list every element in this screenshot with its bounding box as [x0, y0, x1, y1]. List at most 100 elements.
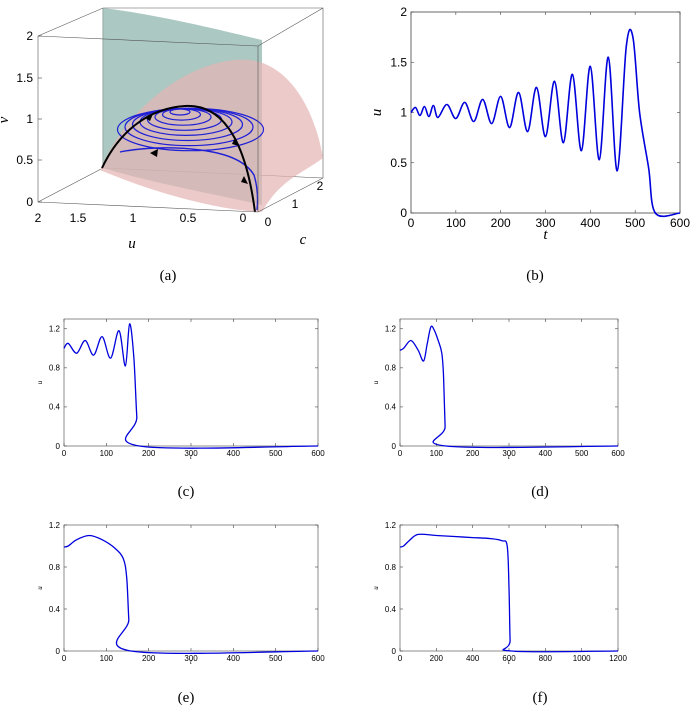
x-tick-label: 2 [35, 211, 42, 225]
y-tick-label: 2 [400, 5, 407, 19]
y-tick-label: 0 [56, 647, 61, 656]
x-tick-label: 100 [446, 216, 466, 230]
y-tick-label: 0.4 [385, 403, 397, 412]
plot-frame [63, 318, 319, 447]
y-tick-label: 0.4 [385, 605, 397, 614]
chart-a-3d: 0 0.5 1 1.5 2 v 2 1.5 1 0.5 0 u 0 1 2 c [0, 7, 324, 252]
series-line [399, 325, 619, 449]
x-tick-label: 400 [580, 216, 600, 230]
z-axis-label: v [0, 116, 12, 123]
caption-c: (c) [177, 484, 195, 500]
x-axis-label: u [128, 236, 136, 252]
arrow-marker [150, 149, 158, 157]
x-tick-label: 200 [491, 216, 511, 230]
x-tick-label: 200 [142, 449, 156, 458]
dome-surface [100, 59, 323, 212]
y-tick-label: 1.2 [49, 521, 61, 530]
y-axis-label: u [372, 380, 380, 384]
y-tick-label: 0 [392, 647, 397, 656]
x-tick-label: 600 [670, 216, 690, 230]
y-tick-label: 0 [56, 442, 61, 451]
x-tick-label: 600 [311, 449, 325, 458]
arrow-marker [241, 176, 248, 184]
x-tick-label: 0 [62, 654, 67, 663]
x-tick-label: 0 [240, 211, 247, 225]
x-tick-label: 0 [62, 449, 67, 458]
y-tick-label: 0.8 [385, 563, 397, 572]
y-tick-label: 1 [292, 197, 299, 211]
x-tick-label: 1.5 [70, 211, 87, 225]
x-tick-label: 300 [502, 449, 516, 458]
y-tick-label: 0 [265, 215, 272, 229]
x-tick-label: 400 [227, 654, 241, 663]
series-line [63, 323, 319, 449]
y-tick-label: 1.5 [390, 55, 407, 69]
x-tick-label: 1000 [573, 654, 591, 663]
caption-d: (d) [531, 484, 549, 500]
x-axis-label: t [508, 453, 511, 461]
box-floor-edge [37, 167, 104, 203]
series-line [63, 534, 319, 654]
y-tick-label: 0 [400, 206, 407, 220]
x-tick-label: 1200 [609, 654, 627, 663]
panel-a: 0 0.5 1 1.5 2 v 2 1.5 1 0.5 0 u 0 1 2 c [0, 0, 345, 260]
x-tick-label: 1 [130, 211, 137, 225]
y-axis-label: c [300, 232, 307, 248]
plot-frame [63, 524, 319, 652]
panel-e: 0 100 200 300 400 500 600 0 0.4 0.8 1.2 t u [0, 500, 345, 680]
series-line [399, 533, 619, 653]
y-axis-label: u [369, 109, 385, 117]
x-tick-label: 600 [502, 654, 516, 663]
plot-frame [399, 318, 619, 447]
caption-a: (a) [159, 268, 177, 284]
y-tick-label: 2 [317, 179, 324, 193]
y-tick-label: 1.2 [385, 521, 397, 530]
arrow-marker [145, 114, 153, 121]
x-tick-label: 200 [142, 654, 156, 663]
x-tick-label: 600 [611, 449, 625, 458]
z-tick-label: 1.5 [16, 71, 33, 85]
x-tick-label: 400 [466, 654, 480, 663]
x-tick-label: 400 [539, 449, 553, 458]
y-tick-label: 0.5 [390, 156, 407, 170]
caption-f: (f) [532, 690, 548, 706]
x-tick-label: 0 [398, 449, 403, 458]
series-line [410, 28, 681, 218]
y-tick-label: 0.8 [385, 364, 397, 373]
y-tick-label: 0.8 [49, 563, 61, 572]
x-tick-label: 0 [408, 216, 415, 230]
z-tick-label: 0 [26, 195, 33, 209]
y-tick-label: 0.4 [49, 403, 61, 412]
x-axis-label: t [190, 658, 193, 666]
x-tick-label: 600 [311, 654, 325, 663]
chart-f: 0 200 400 600 800 1000 1200 0 0.4 0.8 1.2 t u [372, 521, 627, 666]
x-tick-label: 400 [227, 449, 241, 458]
panel-b: 0 100 200 300 400 500 600 0 0.5 1 1.5 2 t u [345, 0, 690, 260]
x-tick-label: 300 [184, 449, 198, 458]
caption-e: (e) [177, 690, 195, 706]
panel-c: 0 100 200 300 400 500 600 0 0.4 0.8 1.2 t u [0, 300, 345, 480]
box-back-edges [37, 7, 324, 178]
x-tick-label: 500 [575, 449, 589, 458]
x-tick-label: 800 [539, 654, 553, 663]
trajectory-outer [119, 147, 259, 211]
x-tick-label: 300 [184, 654, 198, 663]
y-axis-label: u [372, 586, 380, 590]
x-tick-label: 0.5 [180, 211, 197, 225]
x-axis-label: t [508, 658, 511, 666]
chart-b: 0 100 200 300 400 500 600 0 0.5 1 1.5 2 t u [369, 5, 690, 243]
x-tick-label: 500 [625, 216, 645, 230]
caption-b: (b) [526, 268, 544, 284]
separatrix-curve [101, 104, 256, 213]
y-tick-label: 0.4 [49, 605, 61, 614]
x-axis-label: t [543, 227, 548, 243]
x-tick-label: 500 [269, 654, 283, 663]
x-tick-label: 100 [430, 449, 444, 458]
arrow-marker [232, 138, 239, 146]
z-tick-label: 0.5 [16, 153, 33, 167]
y-tick-label: 0 [392, 442, 397, 451]
x-tick-label: 300 [535, 216, 555, 230]
x-tick-label: 500 [269, 449, 283, 458]
chart-d: 0 100 200 300 400 500 600 0 0.4 0.8 1.2 t u [372, 318, 625, 461]
chart-c: 0 100 200 300 400 500 600 0 0.4 0.8 1.2 t u [36, 318, 325, 461]
